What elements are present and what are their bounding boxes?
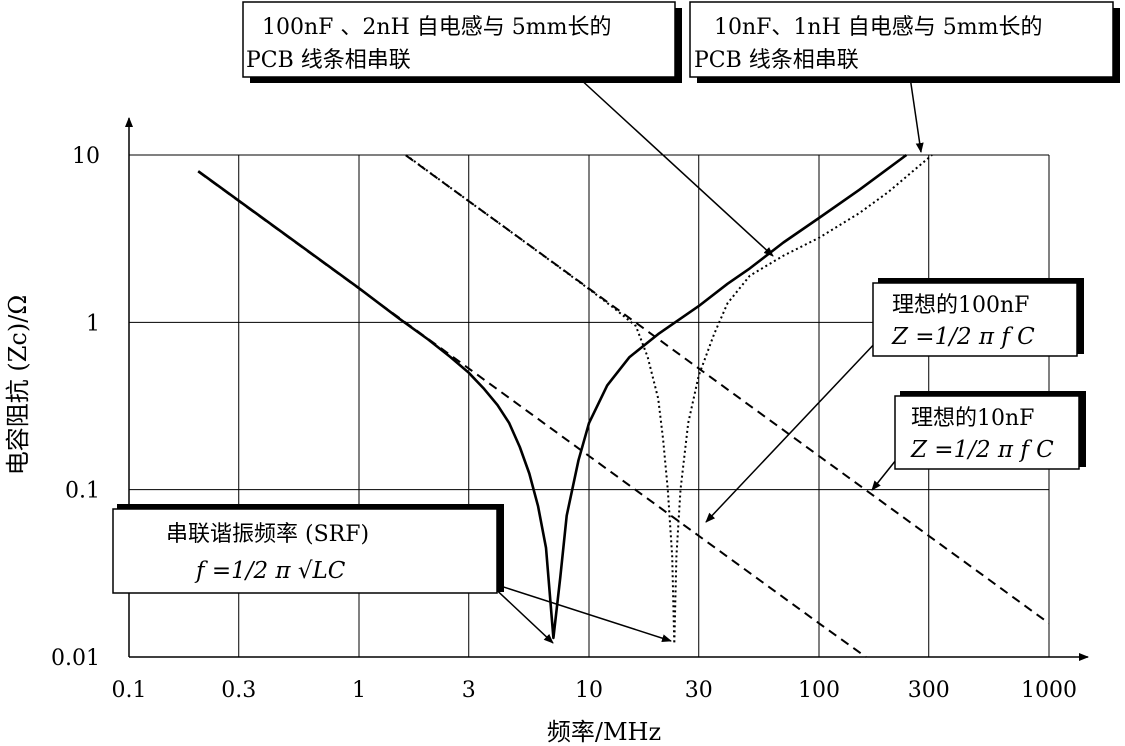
annotation-ideal-100nf-line2: Z =1/2 π f C <box>891 324 1035 350</box>
arrow-10nf-real <box>909 76 924 153</box>
x-tick-label: 1 <box>352 678 366 703</box>
y-tick-labels: 0.01 0.1 1 10 <box>51 144 100 671</box>
annotation-100nf-real-line2: PCB 线条相串联 <box>246 48 411 73</box>
annotation-srf-line1: 串联谐振频率 (SRF) <box>166 522 369 547</box>
annotation-ideal-100nf: 理想的100nF Z =1/2 π f C <box>872 278 1084 357</box>
annotation-ideal-10nf: 理想的10nF Z =1/2 π f C <box>894 391 1086 470</box>
arrow-srf-2 <box>487 581 672 643</box>
y-tick-label: 1 <box>86 311 100 336</box>
annotation-10nf-real-line1: 10nF、1nH 自电感与 5mm长的 <box>714 15 1043 40</box>
x-tick-label: 100 <box>798 678 840 703</box>
annotation-ideal-10nf-line1: 理想的10nF <box>911 406 1034 431</box>
annotation-ideal-10nf-line2: Z =1/2 π f C <box>910 437 1054 463</box>
annotation-10nf-real: 10nF、1nH 自电感与 5mm长的 PCB 线条相串联 <box>689 1 1120 83</box>
series-line-3 <box>405 154 1050 625</box>
x-tick-label: 1000 <box>1021 678 1077 703</box>
annotation-srf-line2: f =1/2 π √LC <box>194 558 346 584</box>
annotation-10nf-real-line2: PCB 线条相串联 <box>694 48 859 73</box>
series-line-1 <box>197 170 867 658</box>
x-tick-label: 0.3 <box>221 678 256 703</box>
annotation-arrows <box>487 76 924 644</box>
annotation-100nf-real: 100nF 、2nH 自电感与 5mm长的 PCB 线条相串联 <box>242 1 682 83</box>
annotation-srf: 串联谐振频率 (SRF) f =1/2 π √LC <box>112 504 504 594</box>
x-tick-label: 3 <box>462 678 476 703</box>
x-tick-label: 10 <box>575 678 603 703</box>
arrow-ideal-100nf <box>705 339 879 523</box>
annotation-ideal-100nf-line1: 理想的100nF <box>892 293 1029 318</box>
y-tick-label: 10 <box>72 144 100 169</box>
arrow-100nf-real <box>577 76 774 257</box>
x-tick-label: 300 <box>908 678 950 703</box>
arrow-srf-1 <box>487 581 554 644</box>
x-tick-label: 0.1 <box>112 678 147 703</box>
y-tick-label: 0.01 <box>51 646 100 671</box>
x-axis-title: 频率/MHz <box>547 718 661 746</box>
y-axis-title: 电容阻抗 (Zc)/Ω <box>4 295 32 475</box>
annotation-100nf-real-line1: 100nF 、2nH 自电感与 5mm长的 <box>262 15 611 40</box>
y-tick-label: 0.1 <box>65 479 100 504</box>
x-tick-labels: 0.1 0.3 1 3 10 30 100 300 1000 <box>112 678 1078 703</box>
x-tick-label: 30 <box>685 678 713 703</box>
